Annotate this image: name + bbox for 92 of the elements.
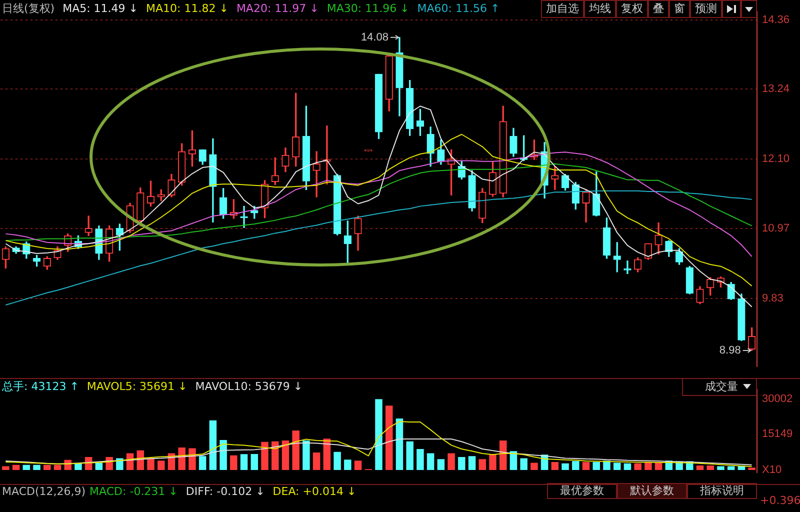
bar [406, 441, 414, 470]
bar [437, 459, 445, 470]
bar [74, 463, 82, 470]
y-tick-label: 14.36 [762, 14, 790, 26]
bar [448, 453, 455, 470]
bar [748, 468, 756, 470]
bar [582, 462, 590, 470]
bar [634, 463, 642, 470]
text: 总手: 43123 ↑ [2, 380, 79, 393]
bar [158, 460, 165, 470]
bar [644, 462, 652, 470]
bar [375, 399, 382, 470]
annotation: 加自选 [541, 0, 584, 18]
bar [33, 464, 40, 470]
text: MA30: 11.96 ↓ [326, 2, 410, 15]
bar [44, 464, 51, 470]
y-tick-label: 15149 [762, 428, 793, 440]
bar [592, 462, 600, 470]
bar [416, 448, 424, 470]
annotation: 8.98 [719, 344, 741, 356]
text: DIFF: -0.102 ↓ [186, 485, 265, 498]
bar [230, 455, 238, 470]
annotation: 复权 [616, 0, 648, 18]
bar [209, 420, 217, 470]
bar [706, 466, 714, 470]
bar [54, 464, 62, 470]
text: 默认参数 [617, 483, 687, 499]
bar [220, 440, 227, 470]
bar [696, 466, 704, 470]
bar [551, 462, 559, 470]
text: MAVOL10: 53679 ↓ [195, 380, 303, 393]
text: MACD: -0.231 ↓ [90, 485, 178, 498]
bar [624, 463, 632, 470]
text: DEA: +0.014 ↓ [272, 485, 356, 498]
bar [468, 456, 476, 470]
bar [302, 440, 310, 470]
bar [396, 418, 404, 470]
bar [334, 452, 341, 470]
text: MACD(12,26,9) [2, 485, 86, 498]
bar [458, 457, 466, 470]
bar [385, 406, 393, 470]
annotation: 预测 [690, 0, 722, 18]
bar [717, 466, 724, 470]
bar [572, 461, 580, 470]
text: MA20: 11.97 ↓ [236, 2, 319, 15]
bar [95, 462, 103, 470]
bar [562, 463, 569, 470]
text: 指标说明 [687, 483, 757, 499]
y-tick-label: X10 [762, 464, 782, 476]
bar [12, 464, 20, 470]
text: MAVOL5: 35691 ↓ [86, 380, 188, 393]
bar [613, 462, 621, 470]
bar [22, 464, 30, 470]
text: MA60: 11.56 ↑ [417, 2, 500, 15]
y-tick-label: 30002 [762, 393, 793, 406]
bar [489, 454, 496, 470]
text: 最优参数 [547, 483, 617, 499]
annotation: 14.08 [360, 31, 388, 44]
bar [282, 440, 290, 470]
bar [727, 466, 735, 470]
bar [198, 456, 206, 470]
chart-title: 日线(复权) [2, 2, 55, 15]
bar [188, 448, 196, 470]
bar [2, 466, 10, 470]
bar [312, 452, 320, 470]
bar [510, 451, 518, 470]
bar [147, 458, 154, 470]
bar [426, 453, 434, 470]
bar [344, 460, 352, 470]
bar [250, 454, 258, 470]
text: MA5: 11.49 ↓ [62, 2, 138, 15]
y-tick-label: 12.10 [762, 152, 790, 165]
bar [354, 460, 362, 470]
annotation: 叠 [648, 0, 669, 18]
dropdown-field: 成交量 [682, 378, 757, 396]
bar [261, 442, 268, 470]
bar [323, 438, 331, 470]
bar [240, 454, 248, 470]
bar [530, 462, 538, 470]
bar [292, 430, 300, 470]
bar [478, 459, 486, 470]
bar [116, 458, 124, 470]
annotation: 窗 [669, 0, 690, 18]
y-tick-label: 9.83 [762, 292, 784, 304]
annotation: 均线 [584, 0, 616, 18]
text: +0.396 [760, 494, 800, 508]
y-tick-label: 10.97 [762, 222, 790, 234]
candlestick [312, 151, 320, 198]
bar [520, 458, 528, 470]
bar [499, 440, 507, 470]
y-tick-label: 13.24 [762, 82, 790, 95]
text: MA10: 11.82 ↓ [146, 2, 228, 15]
